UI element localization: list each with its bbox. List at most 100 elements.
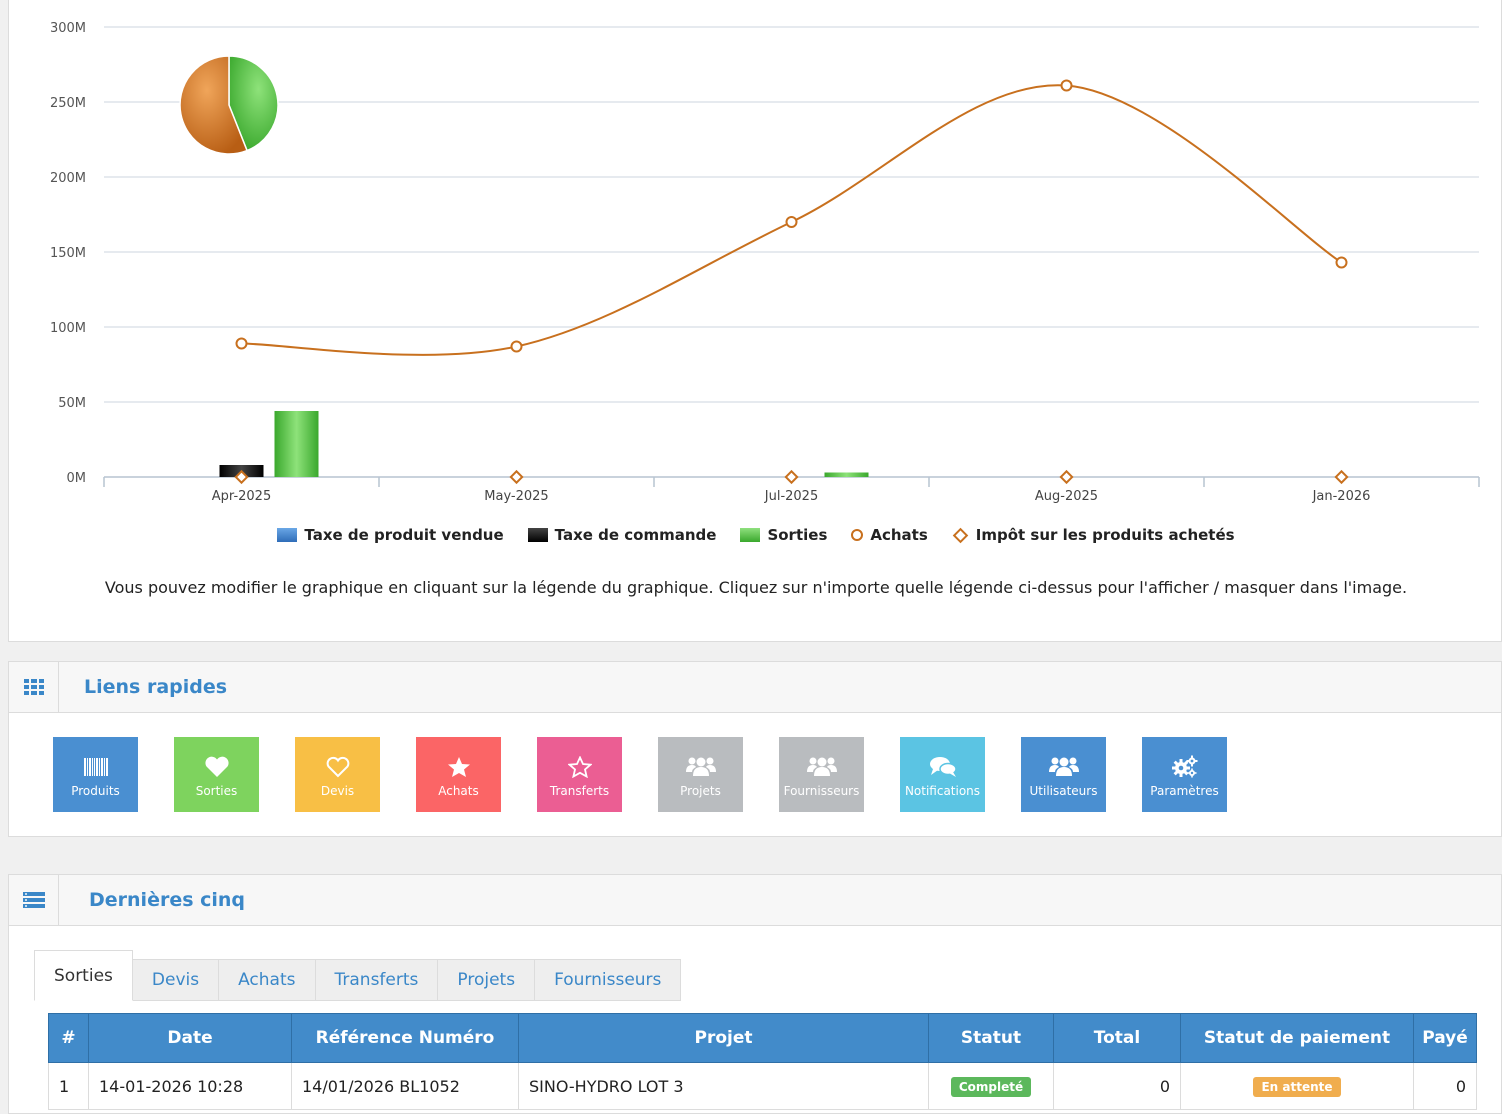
pie-slice-sorties	[228, 55, 279, 152]
purchase-tax-point	[1334, 469, 1349, 485]
achats-point	[785, 216, 798, 228]
legend-item-purchase-tax[interactable]: Impôt sur les produits achetés	[952, 526, 1235, 544]
pie-slice-achats	[179, 55, 249, 155]
users-icon	[685, 754, 716, 780]
column-header-reference[interactable]: Référence Numéro	[291, 1013, 519, 1063]
last-five-header: Dernières cinq	[9, 875, 1501, 926]
comments-icon	[929, 754, 957, 780]
legend-item-sold-product-tax[interactable]: Taxe de produit vendue	[277, 526, 504, 544]
cell-number: 1	[48, 1062, 89, 1110]
last-five-panel: Dernières cinq Sorties Devis Achats Tran…	[8, 874, 1502, 1114]
cogs-icon	[1171, 754, 1199, 780]
legend-swatch-blue	[277, 528, 298, 542]
cell-payment-status: En attente	[1180, 1062, 1414, 1110]
barcode-icon	[83, 754, 109, 780]
quick-link-utilisateurs[interactable]: Utilisateurs	[1021, 737, 1106, 812]
tab-projets[interactable]: Projets	[438, 959, 536, 1001]
bar-sorties	[274, 411, 319, 477]
tile-label: Achats	[438, 784, 479, 798]
quick-link-devis[interactable]: Devis	[295, 737, 380, 812]
sorties-table: # Date Référence Numéro Projet Statut To…	[48, 1013, 1477, 1110]
column-header-payment-status[interactable]: Statut de paiement	[1180, 1013, 1414, 1063]
bar-sorties	[824, 472, 869, 477]
column-header-date[interactable]: Date	[88, 1013, 292, 1063]
grid-icon	[9, 662, 59, 712]
column-header-status[interactable]: Statut	[928, 1013, 1054, 1063]
quick-link-notifications[interactable]: Notifications	[900, 737, 985, 812]
chart-panel: 0M 50M 100M 150M 200M 250M 300M Apr-2025 May-202…	[8, 0, 1502, 642]
cell-date: 14-01-2026 10:28	[88, 1062, 292, 1110]
purchase-tax-point	[1059, 469, 1074, 485]
quick-link-projets[interactable]: Projets	[658, 737, 743, 812]
legend-item-order-tax[interactable]: Taxe de commande	[527, 526, 716, 544]
users-icon	[806, 754, 837, 780]
cell-total: 0	[1053, 1062, 1181, 1110]
legend-item-sorties[interactable]: Sorties	[740, 526, 827, 544]
legend-item-achats[interactable]: Achats	[851, 526, 928, 544]
cell-status: Completé	[928, 1062, 1054, 1110]
users-icon	[1048, 754, 1079, 780]
y-tick-label: 100M	[50, 321, 86, 336]
legend-label: Achats	[870, 526, 928, 544]
tile-label: Fournisseurs	[783, 784, 860, 798]
last-five-tabs: Sorties Devis Achats Transferts Projets …	[34, 950, 682, 1001]
column-header-project[interactable]: Projet	[518, 1013, 929, 1063]
table-row[interactable]: 1 14-01-2026 10:28 14/01/2026 BL1052 SIN…	[48, 1062, 1477, 1110]
cell-paid: 0	[1413, 1062, 1477, 1110]
payment-status-badge: En attente	[1253, 1076, 1341, 1097]
quick-links-panel: Liens rapides Produits Sorties Devis	[8, 661, 1502, 837]
tile-label: Projets	[680, 784, 721, 798]
achats-point	[510, 340, 523, 353]
overview-chart: 0M 50M 100M 150M 200M 250M 300M Apr-2025 May-202…	[50, 21, 1480, 504]
purchase-tax-point	[509, 469, 524, 485]
legend-marker-circle	[851, 529, 864, 541]
last-five-title: Dernières cinq	[89, 889, 246, 911]
quick-links-tiles: Produits Sorties Devis Achats Transferts	[53, 737, 1263, 812]
column-header-number[interactable]: #	[48, 1013, 89, 1063]
tile-label: Utilisateurs	[1029, 784, 1098, 798]
list-icon	[9, 875, 59, 925]
tab-sorties[interactable]: Sorties	[34, 950, 133, 1001]
quick-links-header: Liens rapides	[9, 662, 1501, 713]
heart-icon	[204, 754, 230, 780]
heart-outline-icon	[325, 754, 351, 780]
x-tick-label: Apr-2025	[212, 489, 271, 504]
tile-label: Paramètres	[1150, 784, 1219, 798]
star-icon	[447, 754, 471, 780]
y-tick-label: 150M	[50, 246, 86, 261]
tab-fournisseurs[interactable]: Fournisseurs	[535, 959, 682, 1001]
tile-label: Transferts	[549, 784, 610, 798]
purchase-tax-point	[784, 469, 799, 485]
tile-label: Devis	[320, 784, 355, 798]
quick-link-parametres[interactable]: Paramètres	[1142, 737, 1227, 812]
tab-transferts[interactable]: Transferts	[315, 959, 439, 1001]
y-tick-label: 0M	[67, 471, 87, 486]
achats-point	[235, 337, 248, 350]
column-header-paid[interactable]: Payé	[1413, 1013, 1477, 1063]
quick-link-transferts[interactable]: Transferts	[537, 737, 622, 812]
legend-label: Impôt sur les produits achetés	[975, 526, 1235, 544]
legend-swatch-green	[740, 528, 761, 542]
cell-reference: 14/01/2026 BL1052	[291, 1062, 519, 1110]
legend-swatch-black	[527, 528, 548, 542]
column-header-total[interactable]: Total	[1053, 1013, 1181, 1063]
x-tick-label: Jan-2026	[1312, 489, 1371, 504]
chart-legend: Taxe de produit vendue Taxe de commande …	[9, 526, 1502, 544]
quick-link-produits[interactable]: Produits	[53, 737, 138, 812]
tile-label: Sorties	[195, 784, 238, 798]
legend-label: Taxe de produit vendue	[304, 526, 504, 544]
purchase-tax-point	[234, 469, 249, 485]
quick-link-sorties[interactable]: Sorties	[174, 737, 259, 812]
x-tick-label: Aug-2025	[1035, 489, 1098, 504]
star-outline-icon	[567, 754, 592, 780]
legend-marker-diamond	[952, 527, 969, 543]
tile-label: Produits	[71, 784, 120, 798]
tile-label: Notifications	[904, 784, 981, 798]
tab-devis[interactable]: Devis	[132, 959, 220, 1001]
quick-link-achats[interactable]: Achats	[416, 737, 501, 812]
x-tick-label: Jul-2025	[764, 489, 818, 504]
achats-point	[1060, 79, 1073, 92]
achats-point	[1335, 256, 1348, 269]
quick-link-fournisseurs[interactable]: Fournisseurs	[779, 737, 864, 812]
tab-achats[interactable]: Achats	[219, 959, 316, 1001]
